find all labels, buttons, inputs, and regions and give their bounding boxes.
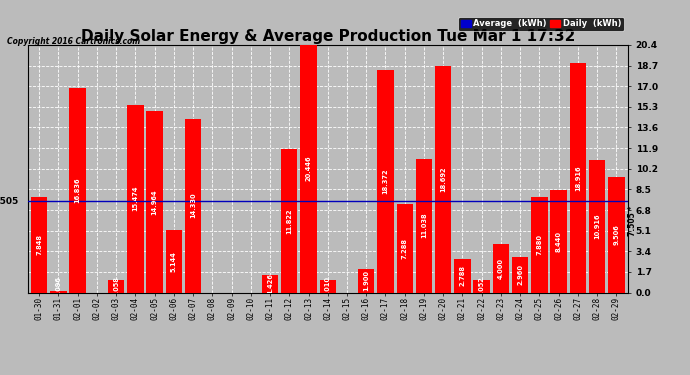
Bar <box>551 190 566 292</box>
Bar <box>416 159 432 292</box>
Text: 9.506: 9.506 <box>613 224 620 245</box>
Bar <box>454 259 471 292</box>
Text: 7.505 *: 7.505 * <box>628 206 637 236</box>
Bar <box>166 230 182 292</box>
Bar <box>493 244 509 292</box>
Text: 20.446: 20.446 <box>306 156 311 181</box>
Text: 18.372: 18.372 <box>382 168 388 194</box>
Bar <box>146 111 163 292</box>
Bar <box>185 118 201 292</box>
Text: Copyright 2016 Cartronics.com: Copyright 2016 Cartronics.com <box>7 38 140 46</box>
Bar <box>589 160 605 292</box>
Bar <box>377 70 394 292</box>
Bar <box>473 280 490 292</box>
Bar <box>531 197 548 292</box>
Text: 1.426: 1.426 <box>267 273 273 294</box>
Text: 16.836: 16.836 <box>75 177 81 203</box>
Text: * 7.505: * 7.505 <box>0 197 18 206</box>
Text: 4.000: 4.000 <box>498 258 504 279</box>
Bar <box>70 88 86 292</box>
Bar <box>50 291 66 292</box>
Bar <box>512 256 529 292</box>
Text: 8.440: 8.440 <box>555 231 562 252</box>
Text: 14.964: 14.964 <box>152 189 157 214</box>
Text: 1.058: 1.058 <box>113 276 119 297</box>
Bar <box>127 105 144 292</box>
Text: 5.144: 5.144 <box>171 251 177 272</box>
Text: 1.052: 1.052 <box>479 276 484 297</box>
Text: 11.038: 11.038 <box>421 213 427 238</box>
Bar <box>435 66 451 292</box>
Text: 14.330: 14.330 <box>190 193 196 218</box>
Bar <box>570 63 586 292</box>
Text: 2.788: 2.788 <box>460 265 466 286</box>
Bar <box>300 45 317 292</box>
Bar <box>31 197 48 292</box>
Bar <box>319 280 336 292</box>
Text: 1.900: 1.900 <box>363 270 369 291</box>
Text: 1.010: 1.010 <box>325 276 331 297</box>
Bar <box>358 270 375 292</box>
Bar <box>281 149 297 292</box>
Text: 7.288: 7.288 <box>402 238 408 259</box>
Bar <box>608 177 624 292</box>
Text: 0.096: 0.096 <box>55 276 61 297</box>
Text: 15.474: 15.474 <box>132 186 139 211</box>
Text: 7.848: 7.848 <box>36 234 42 255</box>
Text: 2.960: 2.960 <box>517 264 523 285</box>
Text: 7.880: 7.880 <box>536 234 542 255</box>
Bar <box>262 275 278 292</box>
Title: Daily Solar Energy & Average Production Tue Mar 1 17:32: Daily Solar Energy & Average Production … <box>81 29 575 44</box>
Legend: Average  (kWh), Daily  (kWh): Average (kWh), Daily (kWh) <box>458 17 624 31</box>
Text: 10.916: 10.916 <box>594 213 600 239</box>
Bar <box>108 280 124 292</box>
Text: 11.822: 11.822 <box>286 208 293 234</box>
Text: 18.692: 18.692 <box>440 166 446 192</box>
Bar <box>397 204 413 292</box>
Text: 18.916: 18.916 <box>575 165 581 190</box>
